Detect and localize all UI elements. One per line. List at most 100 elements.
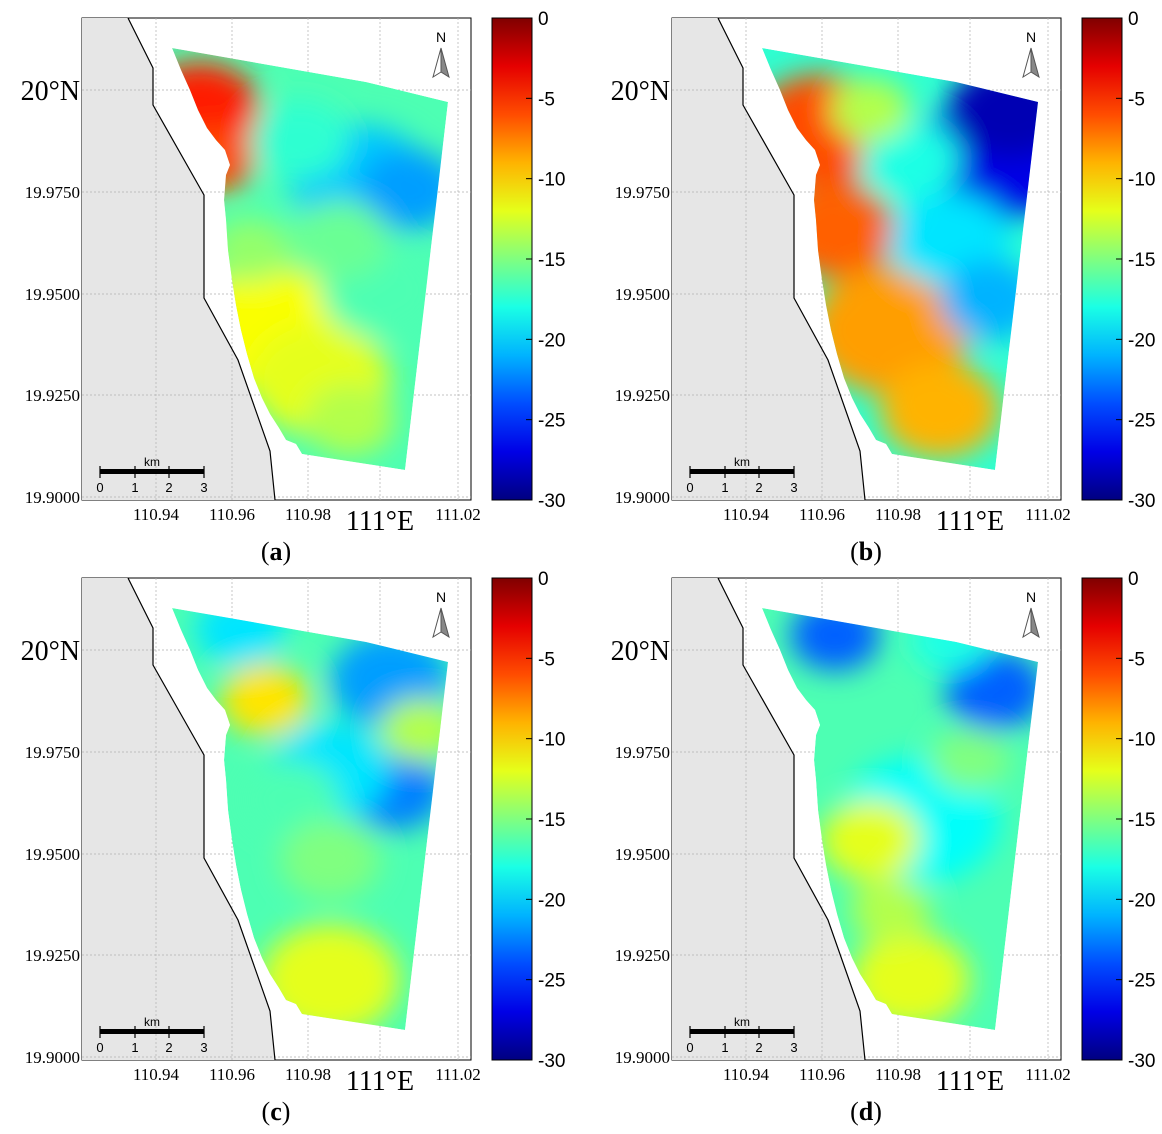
colorbar-tick-label: -10 [1128,730,1155,751]
x-tick-label: 111.02 [1025,1065,1071,1084]
scale-bar: km 0 1 2 3 [686,1015,797,1055]
colorbar-tick-label: -25 [538,971,565,992]
colorbar [1081,17,1123,501]
colorbar-tick-label: -15 [538,810,565,831]
svg-text:2: 2 [755,1040,762,1055]
svg-text:N: N [1026,589,1036,605]
y-tick-label: 19.9000 [25,488,80,507]
colorbar-tick-label: -30 [538,491,565,512]
svg-text:0: 0 [686,480,693,495]
coastline [717,577,866,1061]
colorbar-tick-label: -15 [538,250,565,271]
colorbar-tick-label: -30 [538,1051,565,1072]
svg-text:3: 3 [790,480,797,495]
x-tick-label: 110.94 [723,505,770,524]
colorbar-tick-label: -5 [1128,649,1145,670]
y-tick-label: 19.9750 [615,183,670,202]
colorbar [491,17,533,501]
x-tick-label: 110.98 [875,1065,921,1084]
svg-text:0: 0 [96,480,103,495]
colorbar-tick-label: -30 [1128,1051,1155,1072]
x-tick-label: 110.94 [133,1065,180,1084]
svg-text:3: 3 [790,1040,797,1055]
colorbar-tick-label: -20 [1128,890,1155,911]
x-tick-label: 111°E [936,1066,1004,1097]
svg-text:1: 1 [131,480,138,495]
y-tick-label: 19.9250 [25,386,80,405]
y-tick-label: 19.9750 [615,743,670,762]
svg-text:km: km [144,455,160,469]
panel-caption: (a) [261,537,291,566]
colorbar-tick-label: -25 [538,411,565,432]
y-tick-label: 19.9000 [615,488,670,507]
coastline [127,577,276,1061]
colorbar-tick-label: -20 [538,890,565,911]
colorbar-tick-label: -30 [1128,491,1155,512]
y-tick-label: 19.9500 [615,285,670,304]
y-tick-label: 19.9750 [25,183,80,202]
depth-field [172,608,448,1030]
colorbar-tick-label: 0 [1128,569,1139,590]
colorbar-tick-label: -10 [538,730,565,751]
x-tick-label: 110.96 [209,1065,255,1084]
colorbar [491,577,533,1061]
svg-text:3: 3 [200,1040,207,1055]
x-tick-label: 110.98 [875,505,921,524]
colorbar-tick-label: 0 [1128,9,1139,30]
land-area [82,18,275,500]
colorbar-tick-label: 0 [538,9,549,30]
x-tick-label: 110.96 [209,505,255,524]
panel-caption: (b) [850,537,882,566]
map-panel-a: 20°N 19.9750 19.9500 19.9250 19.9000 110.94 11… [0,0,581,567]
x-tick-label: 110.96 [799,1065,845,1084]
colorbar-tick-label: -5 [538,649,555,670]
colorbar-tick-label: -25 [1128,971,1155,992]
colorbar-tick-label: -10 [538,170,565,191]
colorbar-tick-label: -15 [1128,250,1155,271]
colorbar [1081,577,1123,1061]
colorbar-tick-label: 0 [538,569,549,590]
x-tick-label: 111°E [346,1066,414,1097]
svg-text:N: N [436,29,446,45]
y-tick-label: 20°N [611,636,670,667]
x-tick-label: 111.02 [435,505,481,524]
y-tick-label: 20°N [21,76,80,107]
colorbar-tick-label: -25 [1128,411,1155,432]
map-panel-c: 20°N 19.9750 19.9500 19.9250 19.9000 110.94 11… [0,560,581,1127]
svg-text:2: 2 [755,480,762,495]
y-tick-label: 19.9750 [25,743,80,762]
colorbar-tick-label: -20 [538,330,565,351]
y-tick-label: 19.9000 [615,1048,670,1067]
land-area [672,18,865,500]
y-tick-label: 19.9250 [615,946,670,965]
svg-text:N: N [1026,29,1036,45]
svg-text:0: 0 [96,1040,103,1055]
y-tick-label: 19.9500 [25,845,80,864]
svg-text:2: 2 [165,480,172,495]
coastline [127,17,276,501]
north-arrow-icon: N [1022,29,1040,79]
land-area [82,578,275,1060]
y-tick-label: 19.9250 [615,386,670,405]
y-tick-label: 20°N [21,636,80,667]
x-tick-label: 111°E [346,506,414,537]
svg-text:1: 1 [721,480,728,495]
map-panel-b: 20°N 19.9750 19.9500 19.9250 19.9000 110.94 11… [590,0,1162,567]
svg-text:1: 1 [131,1040,138,1055]
x-tick-label: 111.02 [435,1065,481,1084]
x-tick-label: 111°E [936,506,1004,537]
svg-text:0: 0 [686,1040,693,1055]
colorbar-tick-label: -10 [1128,170,1155,191]
colorbar-tick-label: -5 [1128,89,1145,110]
scale-bar: km 0 1 2 3 [96,1015,207,1055]
svg-text:3: 3 [200,480,207,495]
north-arrow-icon: N [432,29,450,79]
panel-caption: (c) [262,1097,291,1126]
y-tick-label: 19.9500 [615,845,670,864]
colorbar-tick-label: -5 [538,89,555,110]
colorbar-tick-label: -15 [1128,810,1155,831]
svg-text:2: 2 [165,1040,172,1055]
scale-bar: km 0 1 2 3 [96,455,207,495]
